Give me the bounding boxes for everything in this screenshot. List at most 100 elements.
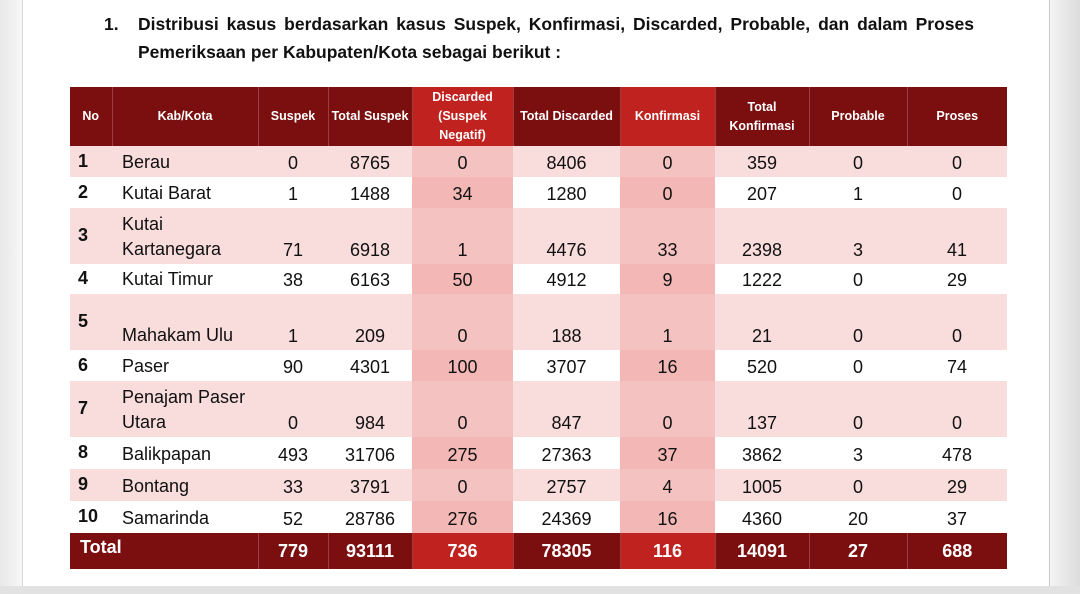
cell-no: 4 [70, 264, 112, 294]
cell-probable: 0 [809, 350, 907, 381]
cell-total-suspek: 4301 [328, 350, 412, 381]
cell-proses: 0 [907, 177, 1007, 208]
cell-kab-kota: Mahakam Ulu [112, 294, 258, 350]
cell-no: 5 [70, 294, 112, 350]
cell-discarded: 0 [412, 146, 513, 177]
table-row: 3 Kutai Kartanegara 71 6918 1 4476 33 2398 3 41 [70, 208, 1007, 264]
cell-no: 6 [70, 350, 112, 381]
cell-konfirmasi: 0 [620, 381, 715, 437]
cell-total-discarded: 2757 [513, 469, 620, 501]
cell-proses: 41 [907, 208, 1007, 264]
cell-proses: 478 [907, 437, 1007, 469]
cell-total-suspek: 984 [328, 381, 412, 437]
cell-probable: 1 [809, 177, 907, 208]
cell-total-konfirmasi: 2398 [715, 208, 809, 264]
case-distribution-table: No Kab/Kota Suspek Total Suspek Discarde… [70, 87, 1007, 569]
page-bottom-edge [0, 586, 1080, 594]
cell-total-konfirmasi: 1222 [715, 264, 809, 294]
total-probable: 27 [808, 533, 907, 569]
header-probable: Probable [808, 87, 907, 146]
cell-suspek: 71 [258, 208, 328, 264]
cell-proses: 29 [907, 469, 1007, 501]
cell-total-discarded: 188 [513, 294, 620, 350]
cell-kab-kota: Paser [112, 350, 258, 381]
cell-total-konfirmasi: 1005 [715, 469, 809, 501]
cell-no: 2 [70, 177, 112, 208]
total-label: Total [70, 533, 258, 569]
cell-discarded: 0 [412, 294, 513, 350]
header-suspek: Suspek [257, 87, 328, 146]
cell-konfirmasi: 33 [620, 208, 715, 264]
cell-no: 1 [70, 146, 112, 177]
cell-probable: 0 [809, 469, 907, 501]
cell-kab-kota: Bontang [112, 469, 258, 501]
total-total-discarded: 78305 [512, 533, 620, 569]
header-konfirmasi: Konfirmasi [619, 87, 715, 146]
cell-suspek: 33 [258, 469, 328, 501]
cell-total-konfirmasi: 4360 [715, 501, 809, 533]
table-row: 9 Bontang 33 3791 0 2757 4 1005 0 29 [70, 469, 1007, 501]
cell-proses: 37 [907, 501, 1007, 533]
cell-suspek: 38 [258, 264, 328, 294]
cell-discarded: 0 [412, 381, 513, 437]
cell-probable: 3 [809, 208, 907, 264]
header-total-suspek: Total Suspek [327, 87, 412, 146]
cell-konfirmasi: 1 [620, 294, 715, 350]
cell-discarded: 1 [412, 208, 513, 264]
cell-total-discarded: 3707 [513, 350, 620, 381]
cell-no: 7 [70, 381, 112, 437]
cell-suspek: 52 [258, 501, 328, 533]
cell-proses: 0 [907, 146, 1007, 177]
cell-total-konfirmasi: 359 [715, 146, 809, 177]
cell-no: 10 [70, 501, 112, 533]
cell-kab-kota: Kutai Kartanegara [112, 208, 258, 264]
cell-suspek: 0 [258, 381, 328, 437]
header-discarded: Discarded (Suspek Negatif) [411, 87, 513, 146]
cell-probable: 0 [809, 264, 907, 294]
cell-discarded: 276 [412, 501, 513, 533]
cell-total-discarded: 4912 [513, 264, 620, 294]
cell-suspek: 493 [258, 437, 328, 469]
cell-probable: 0 [809, 381, 907, 437]
page-edge-left [0, 0, 23, 594]
cell-suspek: 0 [258, 146, 328, 177]
cell-total-konfirmasi: 21 [715, 294, 809, 350]
cell-probable: 20 [809, 501, 907, 533]
cell-konfirmasi: 37 [620, 437, 715, 469]
cell-total-konfirmasi: 3862 [715, 437, 809, 469]
cell-total-suspek: 8765 [328, 146, 412, 177]
cell-total-discarded: 8406 [513, 146, 620, 177]
total-discarded: 736 [411, 533, 513, 569]
cell-discarded: 275 [412, 437, 513, 469]
cell-total-discarded: 24369 [513, 501, 620, 533]
cell-total-discarded: 847 [513, 381, 620, 437]
cell-kab-kota: Balikpapan [112, 437, 258, 469]
table-row: 8 Balikpapan 493 31706 275 27363 37 3862 3 478 [70, 437, 1007, 469]
total-total-konfirmasi: 14091 [714, 533, 809, 569]
cell-discarded: 34 [412, 177, 513, 208]
cell-kab-kota: Penajam Paser Utara [112, 381, 258, 437]
table-row: 6 Paser 90 4301 100 3707 16 520 0 74 [70, 350, 1007, 381]
page-edge-right [1049, 0, 1080, 594]
heading-number: 1. [104, 14, 119, 34]
header-no: No [70, 87, 112, 146]
cell-proses: 0 [907, 381, 1007, 437]
table-row: 2 Kutai Barat 1 1488 34 1280 0 207 1 0 [70, 177, 1007, 208]
cell-discarded: 0 [412, 469, 513, 501]
header-total-discarded: Total Discarded [512, 87, 620, 146]
table-total-row: Total 779 93111 736 78305 116 14091 27 6… [70, 533, 1007, 569]
cell-konfirmasi: 9 [620, 264, 715, 294]
header-kab-kota: Kab/Kota [111, 87, 258, 146]
cell-proses: 74 [907, 350, 1007, 381]
cell-proses: 0 [907, 294, 1007, 350]
cell-total-konfirmasi: 520 [715, 350, 809, 381]
cell-konfirmasi: 16 [620, 350, 715, 381]
cell-total-suspek: 31706 [328, 437, 412, 469]
cell-konfirmasi: 0 [620, 146, 715, 177]
cell-no: 8 [70, 437, 112, 469]
cell-konfirmasi: 16 [620, 501, 715, 533]
cell-total-discarded: 1280 [513, 177, 620, 208]
cell-discarded: 100 [412, 350, 513, 381]
cell-total-suspek: 209 [328, 294, 412, 350]
heading-text: Distribusi kasus berdasarkan kasus Suspe… [138, 14, 974, 62]
